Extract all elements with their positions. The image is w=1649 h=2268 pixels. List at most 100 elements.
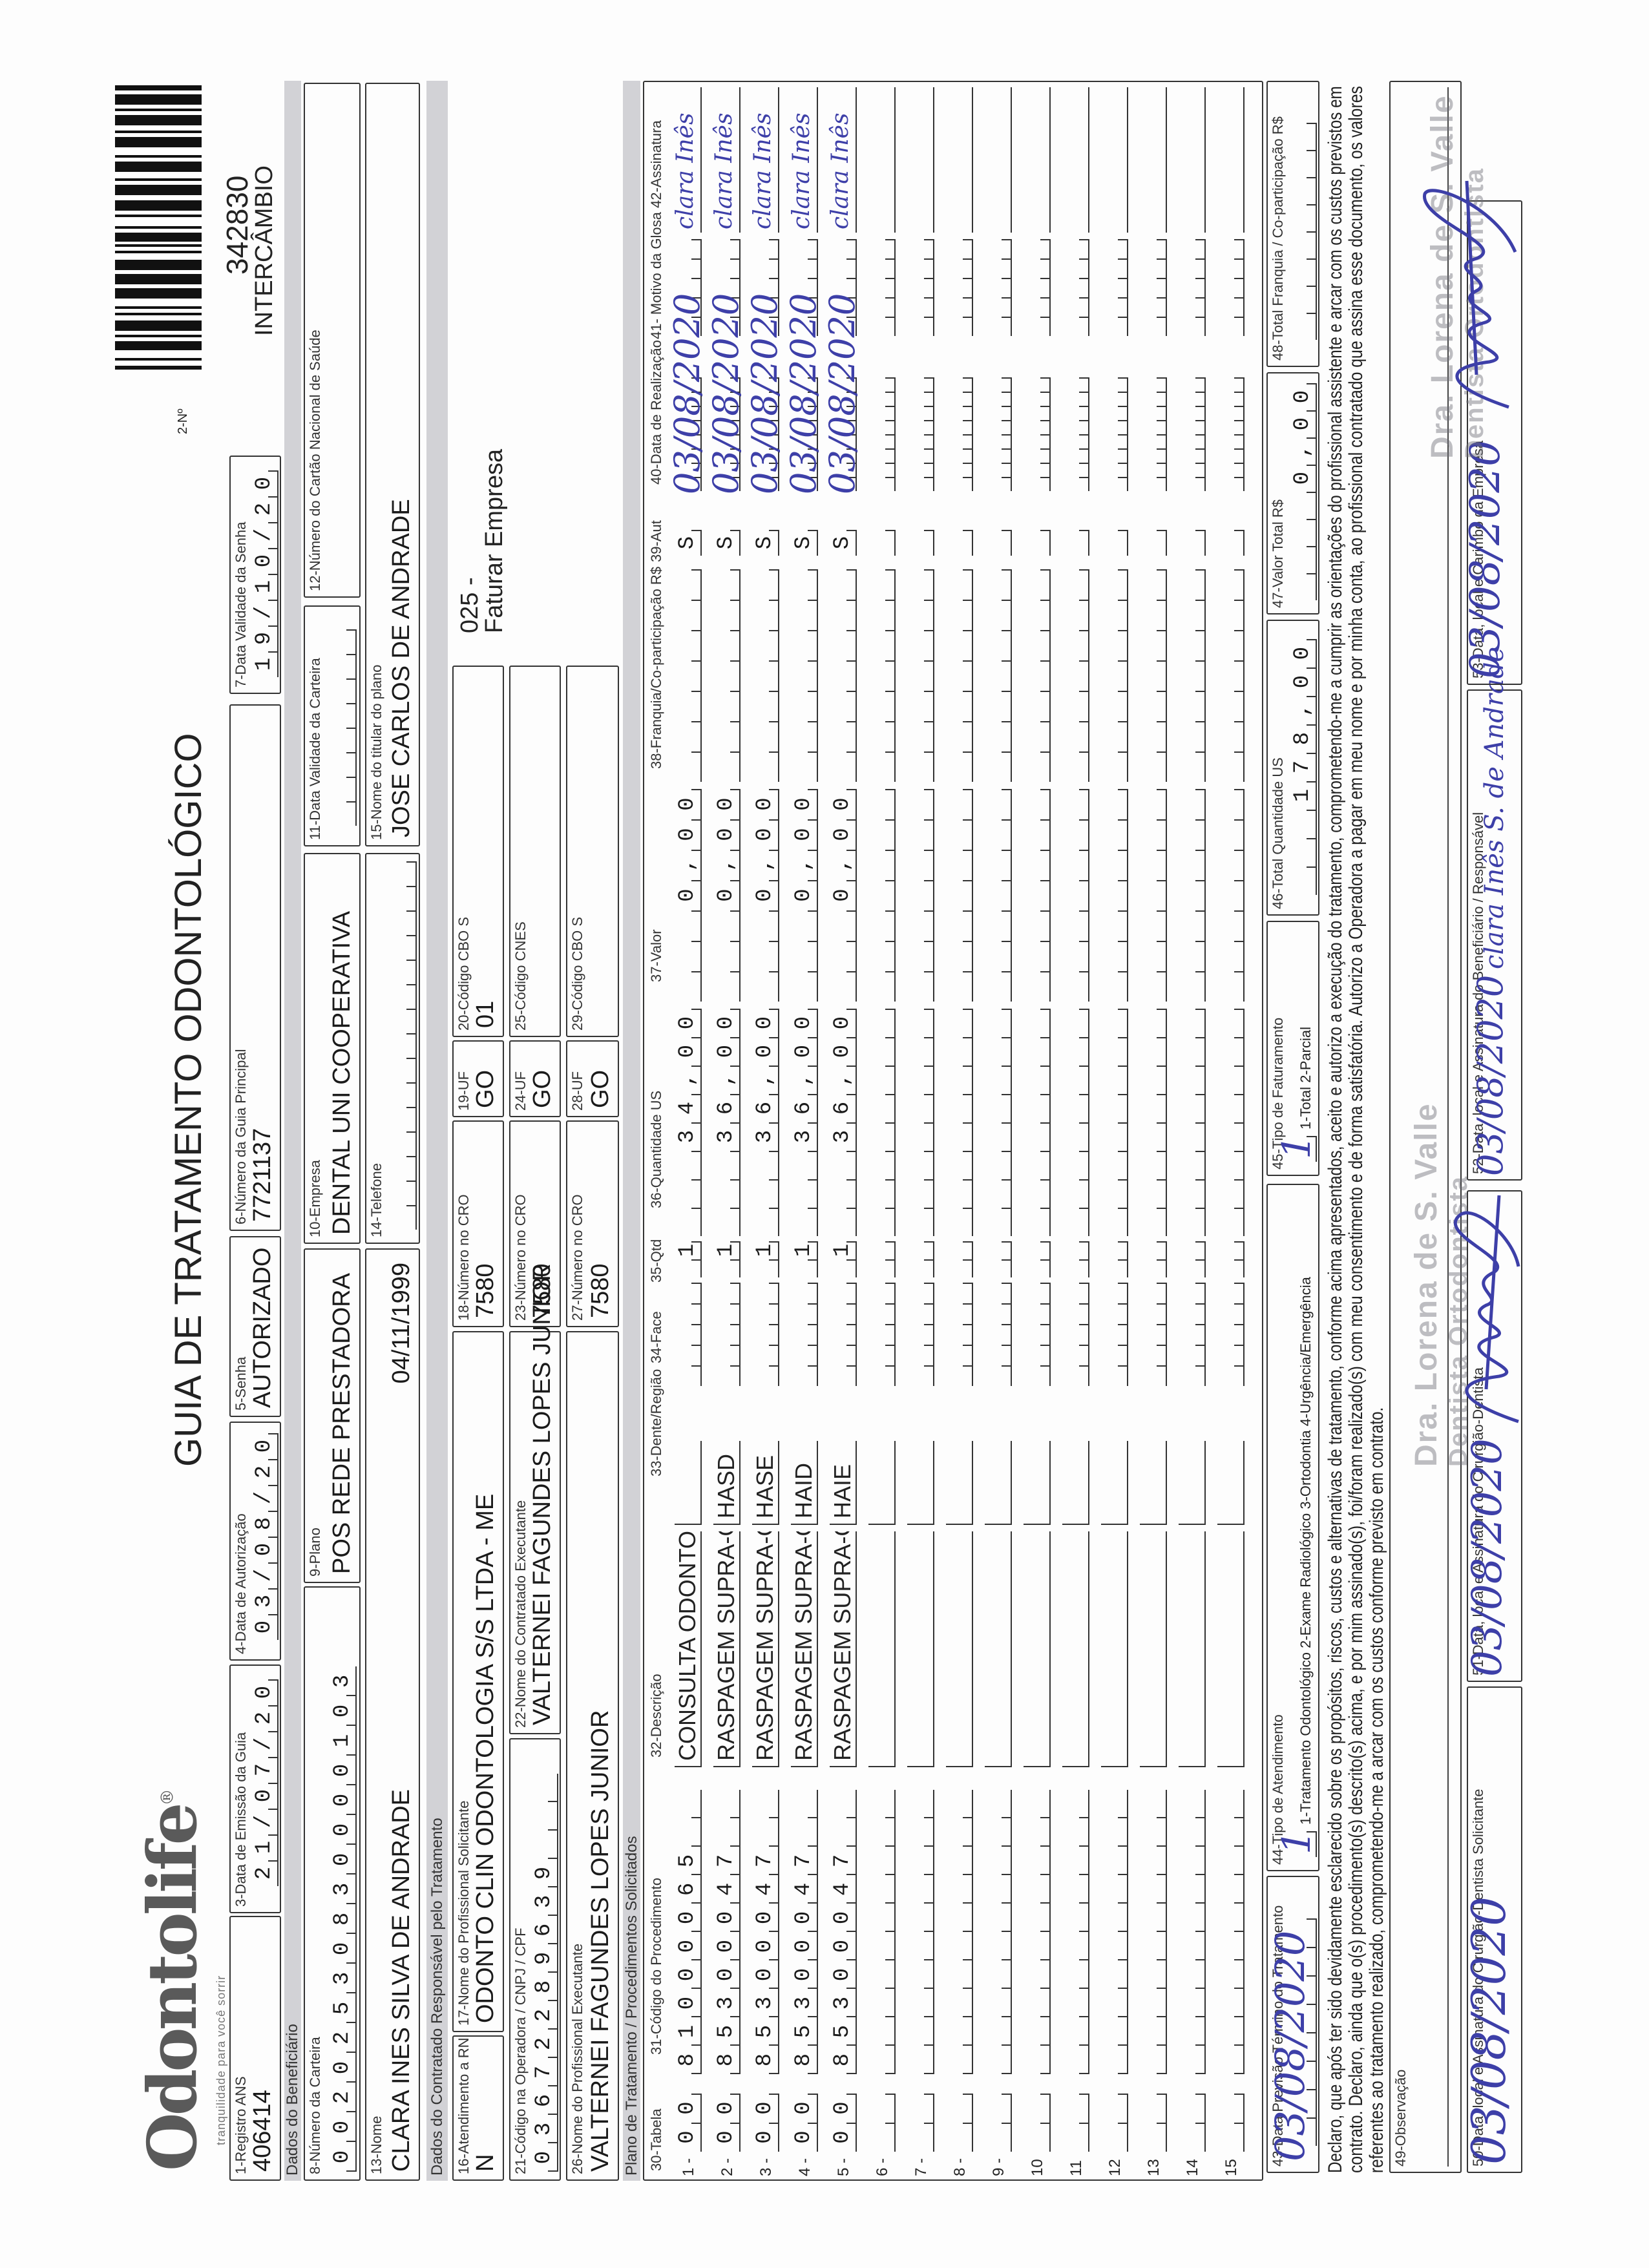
cell-dente — [1101, 1441, 1128, 1525]
field-label: 47-Valor Total R$ — [1270, 499, 1286, 608]
cell-codigo: 81000065 — [675, 1790, 702, 2074]
cell-franquia — [907, 569, 934, 782]
field-registro-ans: 1-Registro ANS 406414 — [229, 1916, 281, 2181]
cell-tabela — [1179, 2094, 1206, 2152]
field-label: 26-Nome do Profissional Executante — [569, 1943, 585, 2174]
cell-franquia — [1024, 569, 1051, 782]
cell-face — [791, 1283, 818, 1386]
cell-valor — [907, 789, 934, 1002]
guide-number-label: 2-Nº — [176, 408, 190, 434]
field-cro-executante: 27-Número no CRO 7580 — [566, 1120, 619, 1327]
cell-valor — [1024, 789, 1051, 1002]
field-label: 14-Telefone — [368, 1163, 384, 1237]
cell-descricao — [1062, 1531, 1089, 1767]
cell-franquia — [1217, 569, 1245, 782]
cell-tabela: 00 — [752, 2094, 779, 2152]
assinatura-handwritten: clara Inês — [788, 112, 815, 229]
cell-aut — [946, 530, 973, 556]
guia-principal-value: 7721137 — [249, 1128, 276, 1222]
field-label: 17-Nome do Profissional Solicitante — [456, 1800, 472, 2026]
field-titular: 15-Nome do titular do plano JOSE CARLOS D… — [365, 83, 420, 846]
assinatura-handwritten: clara Inês — [672, 112, 698, 229]
field-cnes: 25-Código CNES — [509, 666, 561, 1037]
cell-valor: 0,00 — [752, 789, 779, 1002]
field-data-emissao: 3-Data de Emissão da Guia 21/07/20 — [229, 1664, 281, 1913]
cell-aut — [868, 530, 896, 556]
field-label: 22-Nome do Contratado Executante — [512, 1500, 529, 1728]
cell-qtd — [1217, 1241, 1245, 1277]
cell-codigo — [985, 1790, 1012, 2074]
dentist-signature-scribble — [1423, 180, 1517, 409]
cell-descricao: RASPAGEM SUPRA-GENGIVAL — [830, 1531, 857, 1767]
cell-codigo: 85300047 — [791, 1790, 818, 2074]
table-row: 11 — [1060, 0, 1092, 2268]
cell-assinatura — [1217, 87, 1245, 233]
cell-descricao — [868, 1531, 896, 1767]
table-row: 14 — [1176, 0, 1208, 2268]
table-row: 2 - 00 85300047 RASPAGEM SUPRA-GENGIVAL HASD… — [706, 0, 746, 2268]
uf-executante-value: GO — [587, 1069, 614, 1108]
cell-aut — [1062, 530, 1089, 556]
assinatura-handwritten: clara Inês — [827, 112, 854, 229]
cell-qtd: 1 — [752, 1241, 779, 1277]
signature-beneficiario-date: 03/08/2020 — [1470, 974, 1511, 1176]
cell-qtd-us: 36,00 — [713, 1009, 740, 1236]
field-label: 4-Data de Autorização — [233, 1513, 249, 1654]
table-row: 1 - 00 81000065 CONSULTA ODONTOLOGICA 1 34,00… — [667, 0, 708, 2268]
table-row: 15 — [1215, 0, 1247, 2268]
tipo-faturamento-handwritten: 1 — [1274, 1134, 1319, 1159]
cell-tabela — [1140, 2094, 1167, 2152]
field-tipo-atendimento: 44-Tipo de Atendimento 1-Tratamento Odont… — [1266, 1184, 1319, 1871]
cell-data-realizacao — [1179, 377, 1206, 491]
total-franquia-value — [1290, 123, 1317, 340]
valor-total-value: 0,00 — [1290, 383, 1317, 600]
cell-tabela — [1101, 2094, 1128, 2152]
cell-qtd — [1101, 1241, 1128, 1277]
cell-face — [1101, 1283, 1128, 1386]
cell-dente — [946, 1441, 973, 1525]
cell-data-realizacao — [907, 377, 934, 491]
field-telefone: 14-Telefone — [365, 853, 420, 1244]
cell-dente — [1024, 1441, 1051, 1525]
cell-dente — [868, 1441, 896, 1525]
cell-descricao — [1179, 1531, 1206, 1767]
cell-assinatura — [868, 87, 896, 233]
cell-aut — [907, 530, 934, 556]
uf-contratado-value: GO — [529, 1069, 556, 1108]
cell-qtd — [868, 1241, 896, 1277]
table-row: 7 - — [905, 0, 937, 2268]
cell-face — [830, 1283, 857, 1386]
field-tipo-faturamento: 45-Tipo de Faturamento 1-Total 2-Parcial 1 — [1266, 921, 1319, 1176]
header-glosa-assinatura: 41- Motivo da Glosa 42-Assinatura — [648, 120, 664, 339]
field-label: 19-UF — [456, 1071, 472, 1111]
cell-assinatura — [1024, 87, 1051, 233]
signature-beneficiario-name: clara Inês S. de Andrade — [1480, 646, 1509, 969]
guide-number: 342830 — [220, 175, 254, 275]
cell-qtd-us — [1217, 1009, 1245, 1236]
cell-tabela — [1062, 2094, 1089, 2152]
data-realizacao-handwritten: 03/08/2020 — [667, 293, 708, 494]
field-uf-executante: 28-UF GO — [566, 1040, 619, 1117]
table-row: 8 - — [943, 0, 976, 2268]
row-number: 8 - — [951, 2158, 969, 2176]
cell-qtd-us — [1062, 1009, 1089, 1236]
cell-valor: 0,00 — [675, 789, 702, 1002]
table-row: 12 — [1098, 0, 1131, 2268]
cell-codigo: 85300047 — [713, 1790, 740, 2074]
cell-codigo — [907, 1790, 934, 2074]
cell-valor — [1217, 789, 1245, 1002]
field-codigo-operadora: 21-Código na Operadora / CNPJ / CPF 03672… — [509, 1738, 561, 2181]
cell-descricao — [1217, 1531, 1245, 1767]
field-label: 9-Plano — [307, 1528, 323, 1577]
cell-codigo — [1179, 1790, 1206, 2074]
header-dente: 33-Dente/Região — [648, 1369, 664, 1476]
row-number: 12 — [1106, 2159, 1124, 2176]
field-label: 20-Código CBO S — [456, 916, 472, 1031]
cell-qtd — [1062, 1241, 1089, 1277]
cell-franquia — [791, 569, 818, 782]
field-total-franquia: 48-Total Franquia / Co-participação R$ — [1266, 81, 1319, 367]
field-cartao-nacional: 12-Número do Cartão Nacional de Saúde — [304, 83, 361, 598]
cell-franquia — [1101, 569, 1128, 782]
table-row: 3 - 00 85300047 RASPAGEM SUPRA-GENGIVAL HASE… — [744, 0, 785, 2268]
header-data-realizacao: 40-Data de Realização — [648, 340, 664, 485]
